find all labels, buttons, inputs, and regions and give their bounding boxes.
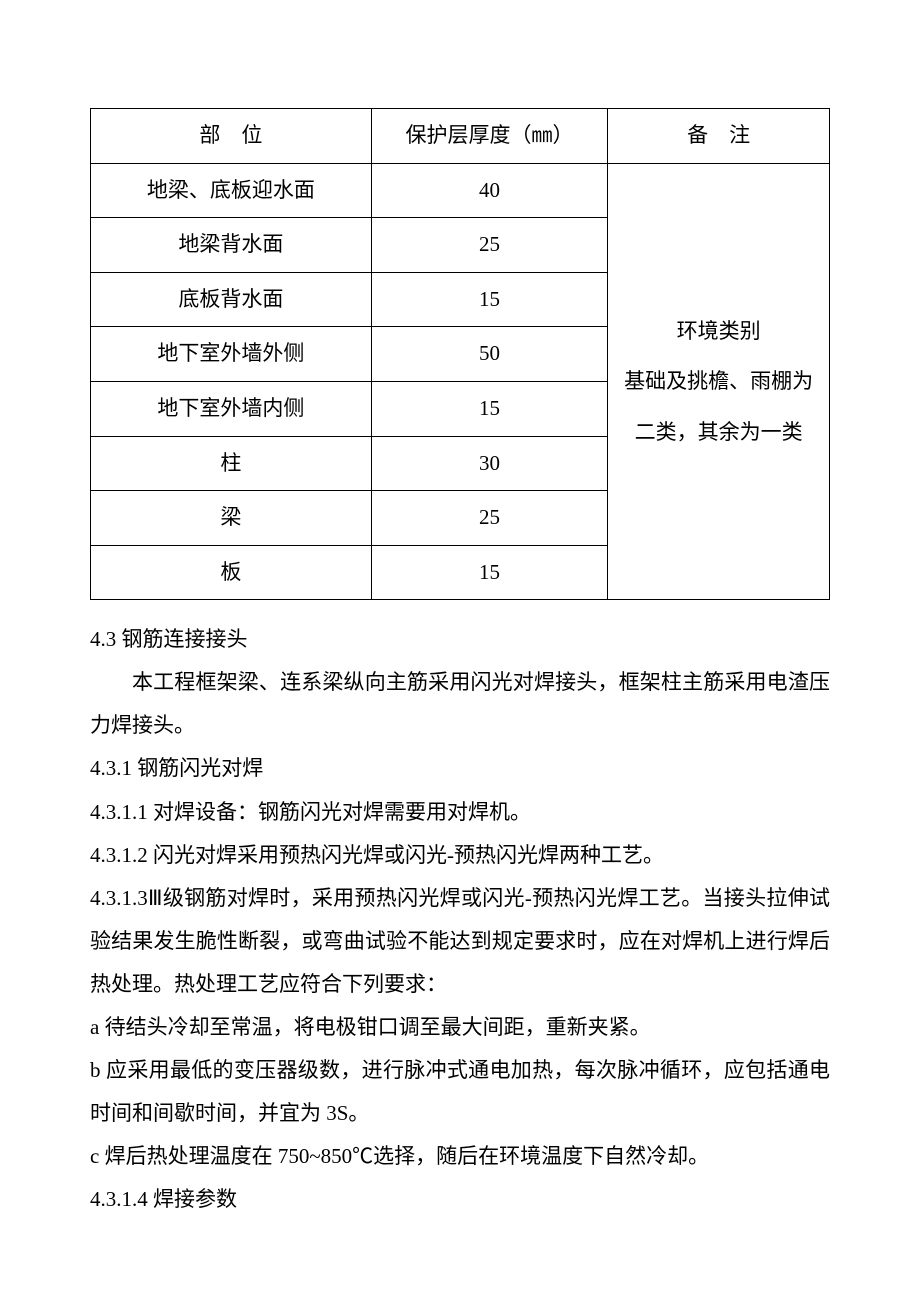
header-part: 部 位 <box>91 109 372 164</box>
table-header-row: 部 位 保护层厚度（㎜） 备 注 <box>91 109 830 164</box>
cell-thickness: 50 <box>371 327 607 382</box>
cell-thickness: 40 <box>371 163 607 218</box>
cell-thickness: 30 <box>371 436 607 491</box>
cell-part: 柱 <box>91 436 372 491</box>
item-a: a 待结头冷却至常温，将电极钳口调至最大间距，重新夹紧。 <box>90 1006 830 1049</box>
cell-thickness: 15 <box>371 381 607 436</box>
cell-thickness: 25 <box>371 491 607 546</box>
section-4-3-1-2: 4.3.1.2 闪光对焊采用预热闪光焊或闪光-预热闪光焊两种工艺。 <box>90 834 830 877</box>
cover-thickness-table: 部 位 保护层厚度（㎜） 备 注 地梁、底板迎水面 40 环境类别 基础及挑檐、… <box>90 108 830 600</box>
cell-part: 梁 <box>91 491 372 546</box>
header-thickness: 保护层厚度（㎜） <box>371 109 607 164</box>
cell-note: 环境类别 基础及挑檐、雨棚为二类，其余为一类 <box>608 163 830 600</box>
paragraph-intro: 本工程框架梁、连系梁纵向主筋采用闪光对焊接头，框架柱主筋采用电渣压力焊接头。 <box>90 661 830 747</box>
cell-thickness: 25 <box>371 218 607 273</box>
section-4-3: 4.3 钢筋连接接头 <box>90 618 830 661</box>
cell-thickness: 15 <box>371 545 607 600</box>
section-4-3-1: 4.3.1 钢筋闪光对焊 <box>90 747 830 790</box>
item-c: c 焊后热处理温度在 750~850℃选择，随后在环境温度下自然冷却。 <box>90 1135 830 1178</box>
table-row: 地梁、底板迎水面 40 环境类别 基础及挑檐、雨棚为二类，其余为一类 <box>91 163 830 218</box>
section-4-3-1-4: 4.3.1.4 焊接参数 <box>90 1178 830 1221</box>
cell-part: 底板背水面 <box>91 272 372 327</box>
cell-thickness: 15 <box>371 272 607 327</box>
cell-part: 地梁背水面 <box>91 218 372 273</box>
note-line2: 基础及挑檐、雨棚为二类，其余为一类 <box>614 356 823 457</box>
cell-part: 板 <box>91 545 372 600</box>
cell-part: 地梁、底板迎水面 <box>91 163 372 218</box>
section-4-3-1-1: 4.3.1.1 对焊设备：钢筋闪光对焊需要用对焊机。 <box>90 791 830 834</box>
cell-part: 地下室外墙内侧 <box>91 381 372 436</box>
item-b: b 应采用最低的变压器级数，进行脉冲式通电加热，每次脉冲循环，应包括通电时间和间… <box>90 1049 830 1135</box>
document-page: 部 位 保护层厚度（㎜） 备 注 地梁、底板迎水面 40 环境类别 基础及挑檐、… <box>0 0 920 1281</box>
cell-part: 地下室外墙外侧 <box>91 327 372 382</box>
section-4-3-1-3: 4.3.1.3Ⅲ级钢筋对焊时，采用预热闪光焊或闪光-预热闪光焊工艺。当接头拉伸试… <box>90 877 830 1006</box>
header-note: 备 注 <box>608 109 830 164</box>
note-line1: 环境类别 <box>614 306 823 356</box>
